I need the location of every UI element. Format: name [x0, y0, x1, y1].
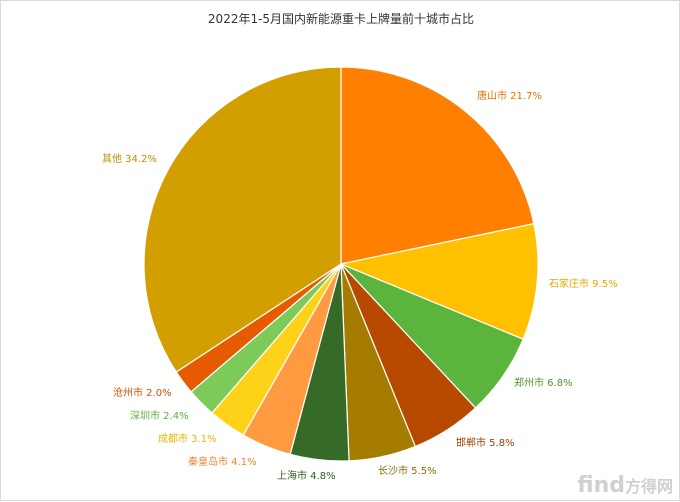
slice-label-1: 唐山市 21.7%	[477, 89, 542, 102]
slices-group	[143, 66, 539, 462]
pie-slice-1	[340, 66, 535, 265]
slice-label-5: 长沙市 5.5%	[378, 464, 437, 477]
pie-slice-2	[338, 222, 539, 340]
slice-label-8: 成都市 3.1%	[158, 432, 217, 445]
slice-label-10: 沧州市 2.0%	[113, 386, 172, 399]
slice-label-2: 石家庄市 9.5%	[549, 277, 618, 290]
watermark-latin: find	[577, 473, 625, 498]
slice-label-11: 其他 34.2%	[102, 152, 157, 165]
labels-group: 唐山市 21.7% 石家庄市 9.5% 郑州市 6.8% 邯郸市 5.8% 长沙市 5.…	[102, 89, 618, 482]
slice-label-6: 上海市 4.8%	[277, 469, 336, 482]
slice-label-4: 邯郸市 5.8%	[456, 436, 515, 449]
chart-title: 2022年1-5月国内新能源重卡上牌量前十城市占比	[208, 11, 474, 26]
pie-slice-11	[143, 66, 342, 373]
slice-label-7: 秦皇岛市 4.1%	[188, 455, 257, 468]
watermark-cn: 方得网	[624, 477, 673, 496]
slice-label-3: 郑州市 6.8%	[514, 376, 573, 389]
watermark-logo: find方得网	[577, 473, 673, 498]
slice-label-9: 深圳市 2.4%	[130, 409, 189, 422]
